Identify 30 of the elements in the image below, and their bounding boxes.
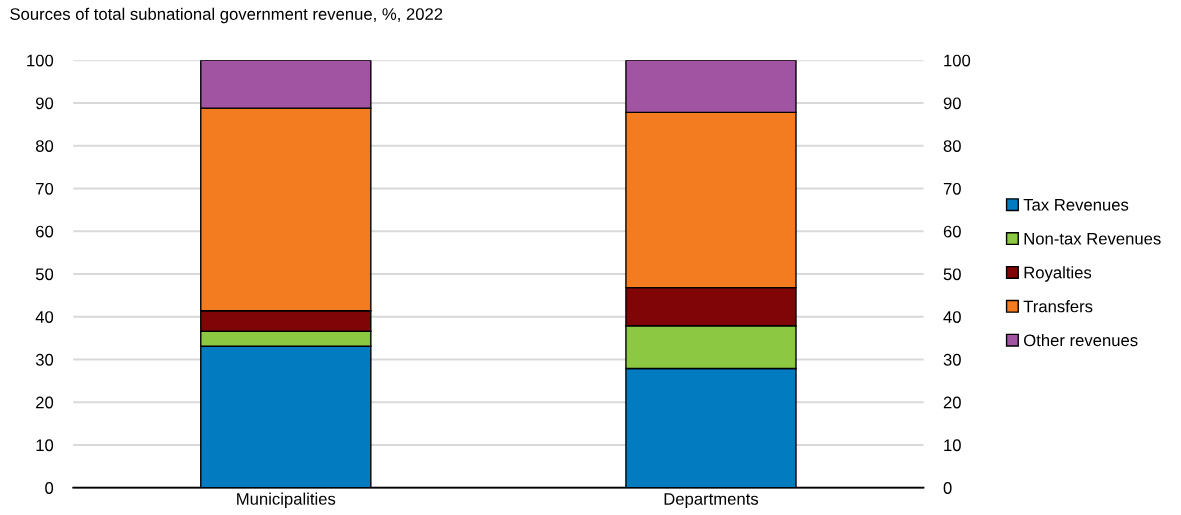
y-tick-label: 80: [35, 140, 54, 152]
y2-tick-label: 10: [944, 439, 961, 452]
legend-label: Tax Revenues: [1023, 199, 1129, 211]
y-tick-label: 90: [36, 97, 54, 110]
legend-label: Royalties: [1024, 266, 1092, 282]
y2-tick-label: 20: [943, 396, 961, 409]
y-tick-label: 100: [27, 54, 54, 67]
legend-label: Other revenues: [1024, 333, 1138, 347]
y-tick-label: 0: [45, 482, 54, 494]
x-tick-label: Municipalities: [237, 492, 336, 509]
y2-tick-label: 60: [943, 225, 961, 238]
y2-tick-label: 0: [943, 482, 952, 494]
y2-tick-label: 30: [943, 353, 961, 366]
y2-tick-label: 40: [943, 311, 961, 323]
chart-subtitle: Sources of total subnational government revenue, %, 2022: [10, 7, 443, 24]
y2-tick-label: 50: [943, 268, 961, 281]
y-tick-label: 50: [35, 268, 54, 281]
y2-tick-label: 90: [943, 97, 961, 110]
y2-tick-label: 70: [943, 182, 961, 195]
y-tick-label: 10: [36, 439, 54, 452]
y-tick-label: 60: [36, 225, 54, 238]
y-tick-label: 30: [35, 353, 54, 366]
y-tick-label: 40: [35, 311, 54, 323]
y-tick-label: 70: [36, 182, 54, 195]
y-tick-label: 20: [36, 396, 54, 409]
x-tick-label: Departments: [664, 493, 759, 509]
legend-label: Non-tax Revenues: [1024, 232, 1161, 245]
y2-tick-label: 80: [943, 140, 961, 152]
y2-tick-label: 100: [944, 54, 971, 67]
legend-label: Transfers: [1023, 300, 1093, 313]
